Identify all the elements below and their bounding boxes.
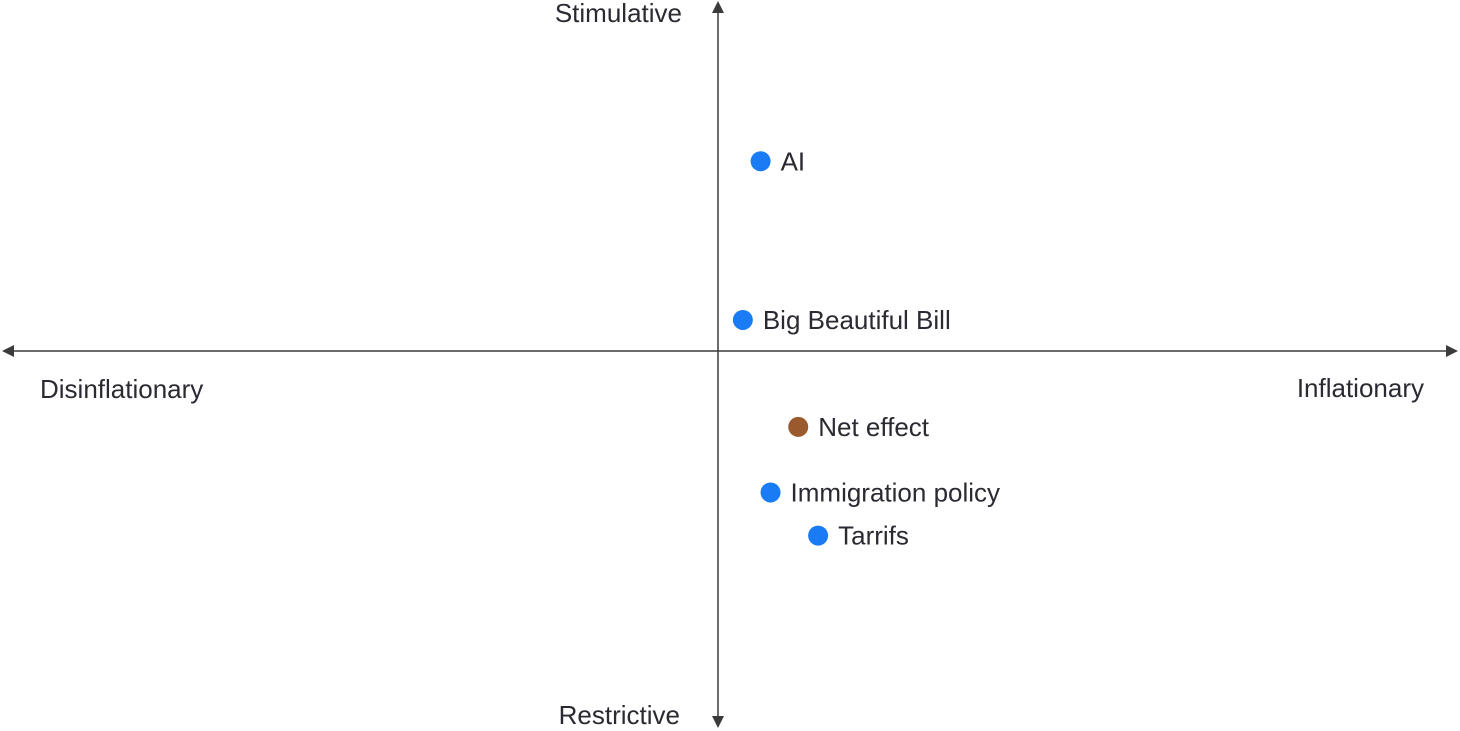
data-point-marker bbox=[760, 482, 781, 503]
data-point: AI bbox=[750, 146, 806, 176]
y-axis-negative-label: Restrictive bbox=[559, 700, 680, 730]
data-point-label: Immigration policy bbox=[791, 477, 1001, 507]
data-point-label: Big Beautiful Bill bbox=[763, 305, 951, 335]
data-point: Big Beautiful Bill bbox=[732, 305, 951, 335]
x-axis-positive-label: Inflationary bbox=[1297, 373, 1424, 403]
data-point: Net effect bbox=[788, 412, 930, 442]
axis-labels: Stimulative Restrictive Disinflationary … bbox=[40, 0, 1424, 730]
y-axis-top-arrow bbox=[712, 1, 724, 13]
data-point-label: AI bbox=[781, 146, 806, 176]
data-point-marker bbox=[788, 416, 809, 437]
data-point-marker bbox=[808, 525, 829, 546]
x-axis-right-arrow bbox=[1446, 345, 1458, 357]
data-point-marker bbox=[750, 151, 771, 172]
y-axis-positive-label: Stimulative bbox=[555, 0, 682, 28]
points-layer: AI Big Beautiful Bill Net effect Immigratio… bbox=[732, 146, 1001, 551]
data-point-label: Tarrifs bbox=[838, 521, 909, 551]
data-point: Tarrifs bbox=[808, 521, 909, 551]
data-point-marker bbox=[732, 309, 753, 330]
x-axis-negative-label: Disinflationary bbox=[40, 374, 203, 404]
y-axis-bottom-arrow bbox=[712, 716, 724, 728]
x-axis-left-arrow bbox=[2, 345, 14, 357]
data-point: Immigration policy bbox=[760, 477, 1001, 507]
data-point-label: Net effect bbox=[818, 412, 930, 442]
